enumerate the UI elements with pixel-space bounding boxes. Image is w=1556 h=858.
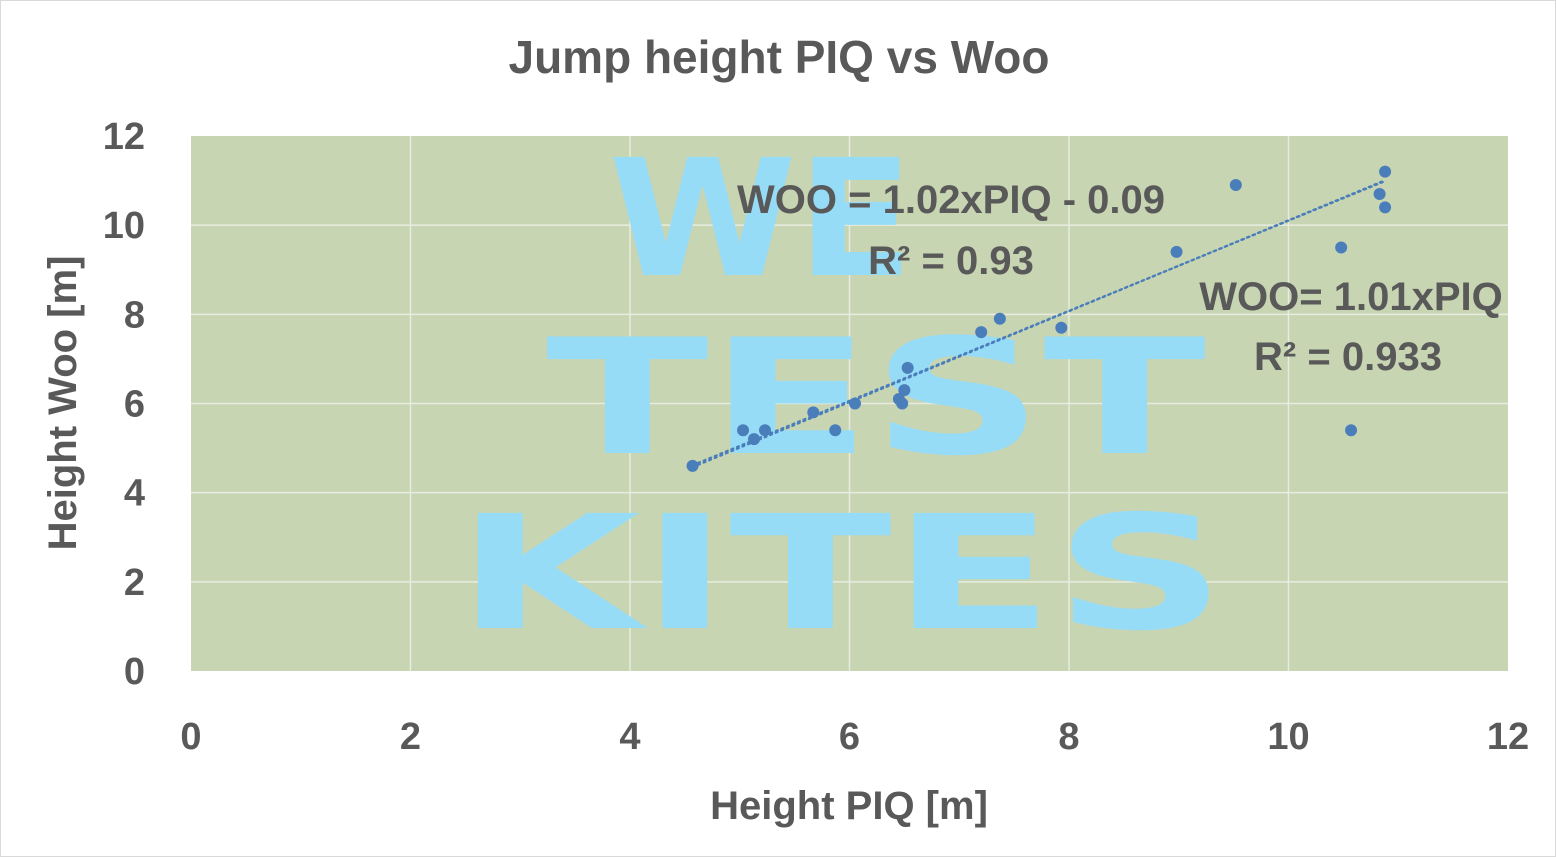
trendline-2	[691, 179, 1387, 467]
data-points	[686, 165, 1392, 472]
trendline-2-r2: R² = 0.933	[1254, 335, 1442, 379]
watermark: WE TEST KITES	[456, 126, 1226, 666]
trendlines	[691, 179, 1387, 469]
watermark-line-3: KITES	[456, 482, 1226, 666]
y-axis-ticks: 0 2 4 6 8 10 12	[103, 116, 145, 693]
chart-title: Jump height PIQ vs Woo	[509, 31, 1050, 83]
y-tick-label: 2	[124, 562, 145, 604]
data-point	[1170, 245, 1183, 258]
data-point	[748, 433, 761, 446]
y-tick-label: 4	[124, 473, 145, 515]
y-tick-label: 12	[103, 116, 145, 158]
trendline-2-equation: WOO= 1.01xPIQ	[1199, 275, 1502, 319]
y-tick-label: 6	[124, 384, 145, 426]
data-point	[993, 312, 1006, 325]
y-tick-label: 8	[124, 294, 145, 336]
data-point	[901, 361, 914, 374]
x-tick-label: 0	[180, 716, 201, 758]
data-point	[758, 424, 771, 437]
watermark-line-1: WE	[609, 126, 914, 314]
trendline-1-r2: R² = 0.93	[868, 239, 1034, 283]
x-axis-ticks: 0 2 4 6 8 10 12	[180, 716, 1529, 758]
trendline-1-equation: WOO = 1.02xPIQ - 0.09	[737, 178, 1165, 222]
x-axis-label: Height PIQ [m]	[710, 784, 988, 828]
data-point	[848, 397, 861, 410]
x-tick-label: 2	[400, 716, 421, 758]
data-point	[1229, 179, 1242, 192]
data-point	[975, 326, 988, 339]
y-axis-label: Height Woo [m]	[41, 256, 85, 551]
data-point	[807, 406, 820, 419]
data-point	[1055, 321, 1068, 334]
data-point	[1373, 187, 1386, 200]
data-point	[896, 397, 909, 410]
data-point	[1345, 424, 1358, 437]
watermark-line-2: TEST	[546, 304, 1206, 491]
data-point	[898, 384, 911, 397]
x-tick-label: 8	[1058, 716, 1079, 758]
data-point	[1379, 165, 1392, 178]
x-tick-label: 10	[1267, 716, 1309, 758]
x-tick-label: 12	[1487, 716, 1529, 758]
data-point	[737, 424, 750, 437]
y-tick-label: 10	[103, 205, 145, 247]
y-tick-label: 0	[124, 651, 145, 693]
data-point	[686, 459, 699, 472]
data-point	[1335, 241, 1348, 254]
data-point	[1379, 201, 1392, 214]
x-tick-label: 6	[839, 716, 860, 758]
x-tick-label: 4	[619, 716, 640, 758]
data-point	[829, 424, 842, 437]
